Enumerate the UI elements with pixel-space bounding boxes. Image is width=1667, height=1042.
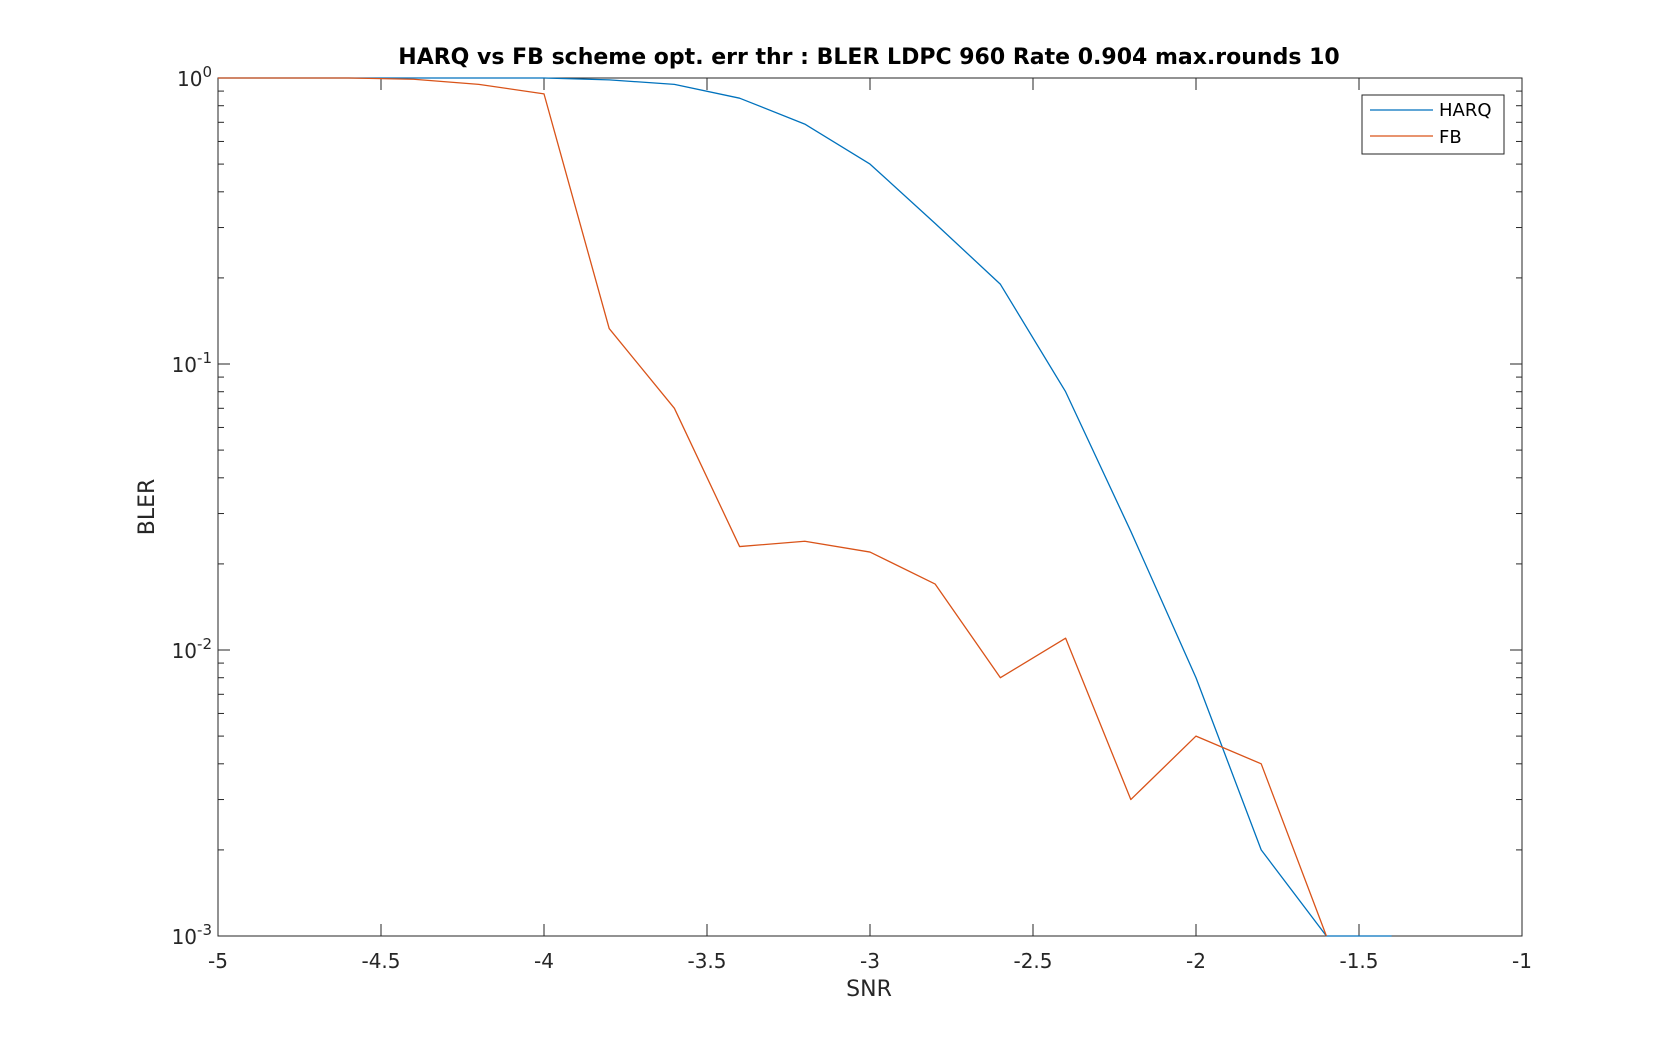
- x-tick-label: -3: [860, 949, 880, 973]
- y-axis-label: BLER: [135, 479, 160, 536]
- series-line-fb: [218, 77, 1328, 937]
- x-tick-label: -1.5: [1339, 949, 1378, 973]
- y-tick-labels: 100 10-1 10-2 10-3: [172, 63, 212, 949]
- minor-ticks: [218, 90, 1522, 851]
- legend-box: [1361, 94, 1505, 155]
- chart-title: HARQ vs FB scheme opt. err thr : BLER LD…: [398, 45, 1339, 70]
- x-tick-label: -1: [1512, 949, 1532, 973]
- x-tick-label: -2: [1186, 949, 1206, 973]
- axes-box: [217, 77, 1523, 937]
- legend-label-fb: FB: [1439, 127, 1462, 148]
- legend-label-harq: HARQ: [1439, 100, 1492, 121]
- x-tick-label: -5: [208, 949, 228, 973]
- series-line-harq: [218, 77, 1392, 937]
- plot-area: -5 -4.5 -4 -3.5 -3 -2.5 -2 -1.5 -1 10010-110-210…: [172, 63, 1532, 973]
- x-tick-label: -2.5: [1013, 949, 1052, 973]
- x-tick-label: -4: [534, 949, 554, 973]
- legend: HARQ FB: [1361, 94, 1505, 155]
- x-tick-label: -4.5: [361, 949, 400, 973]
- y-tick-label: 10-1: [172, 349, 212, 377]
- y-tick-label: 10-3: [172, 921, 212, 949]
- x-tick-labels: -5 -4.5 -4 -3.5 -3 -2.5 -2 -1.5 -1: [208, 949, 1532, 973]
- x-axis-label: SNR: [846, 977, 892, 1002]
- y-tick-label: 100: [177, 63, 212, 91]
- y-tick-label: 10-2: [172, 635, 212, 663]
- series-lines: [218, 77, 1392, 937]
- x-tick-label: -3.5: [687, 949, 726, 973]
- major-ticks: [217, 77, 1523, 937]
